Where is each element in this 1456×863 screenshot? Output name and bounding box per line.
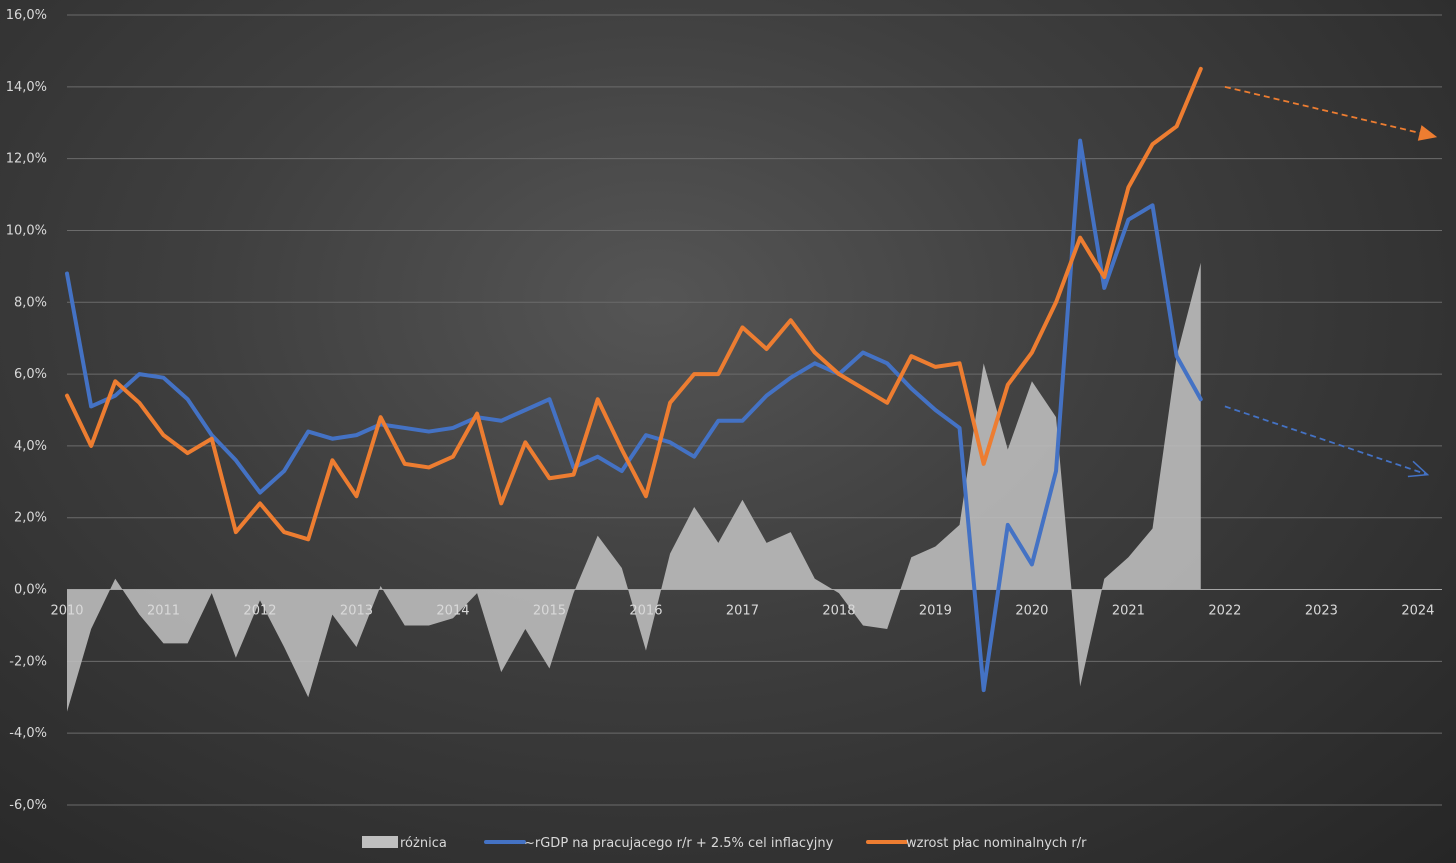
y-tick-label: 4,0% <box>14 439 47 454</box>
y-tick-label: 8,0% <box>14 295 47 310</box>
legend-label: ~rGDP na pracujacego r/r + 2.5% cel infl… <box>524 836 834 851</box>
x-tick-label: 2024 <box>1401 604 1434 619</box>
legend-label: wzrost płac nominalnych r/r <box>906 836 1087 851</box>
x-tick-label: 2012 <box>243 604 276 619</box>
x-tick-label: 2016 <box>629 604 662 619</box>
x-tick-label: 2013 <box>340 604 373 619</box>
x-tick-label: 2011 <box>147 604 180 619</box>
x-axis-tick-labels: 2010 2011 2012 2013 2014 2015 2016 2017 2018 2019… <box>50 604 1434 619</box>
trend-arrows <box>1224 85 1438 478</box>
legend: różnica ~rGDP na pracujacego r/r + 2.5% c… <box>362 836 1087 851</box>
legend-label: różnica <box>400 836 447 851</box>
x-tick-label: 2023 <box>1305 604 1338 619</box>
y-tick-label: 12,0% <box>6 152 47 167</box>
x-tick-label: 2014 <box>436 604 469 619</box>
gridlines <box>67 14 1442 806</box>
x-tick-label: 2021 <box>1112 604 1145 619</box>
y-tick-label: -2,0% <box>9 654 47 669</box>
line-series-rgdp <box>65 138 1203 693</box>
y-tick-label: 6,0% <box>14 367 47 382</box>
arrow-head-icon <box>1417 125 1438 141</box>
x-tick-label: 2020 <box>1015 604 1048 619</box>
area-series-roznica <box>67 262 1201 712</box>
y-tick-label: 0,0% <box>14 583 47 598</box>
x-tick-label: 2018 <box>822 604 855 619</box>
x-tick-label: 2022 <box>1208 604 1241 619</box>
difference-area-series <box>67 262 1201 712</box>
arrow-head-icon <box>1407 460 1430 478</box>
x-tick-label: 2019 <box>919 604 952 619</box>
y-tick-label: 2,0% <box>14 511 47 526</box>
trend-arrow-line <box>1224 85 1438 138</box>
line-series-wages <box>65 66 1203 542</box>
x-tick-label: 2010 <box>50 604 83 619</box>
x-tick-label: 2015 <box>533 604 566 619</box>
y-tick-label: -6,0% <box>9 798 47 813</box>
legend-swatch-area <box>362 836 398 848</box>
x-tick-label: 2017 <box>726 604 759 619</box>
y-tick-label: 10,0% <box>6 223 47 238</box>
y-tick-label: 16,0% <box>6 8 47 23</box>
y-axis-tick-labels: 16,0% 14,0% 12,0% 10,0% 8,0% 6,0% 4,0% 2,0% 0,0%… <box>6 8 47 813</box>
y-tick-label: 14,0% <box>6 80 47 95</box>
line-series <box>65 66 1203 693</box>
y-tick-label: -4,0% <box>9 726 47 741</box>
trend-arrow-line <box>1224 405 1428 476</box>
